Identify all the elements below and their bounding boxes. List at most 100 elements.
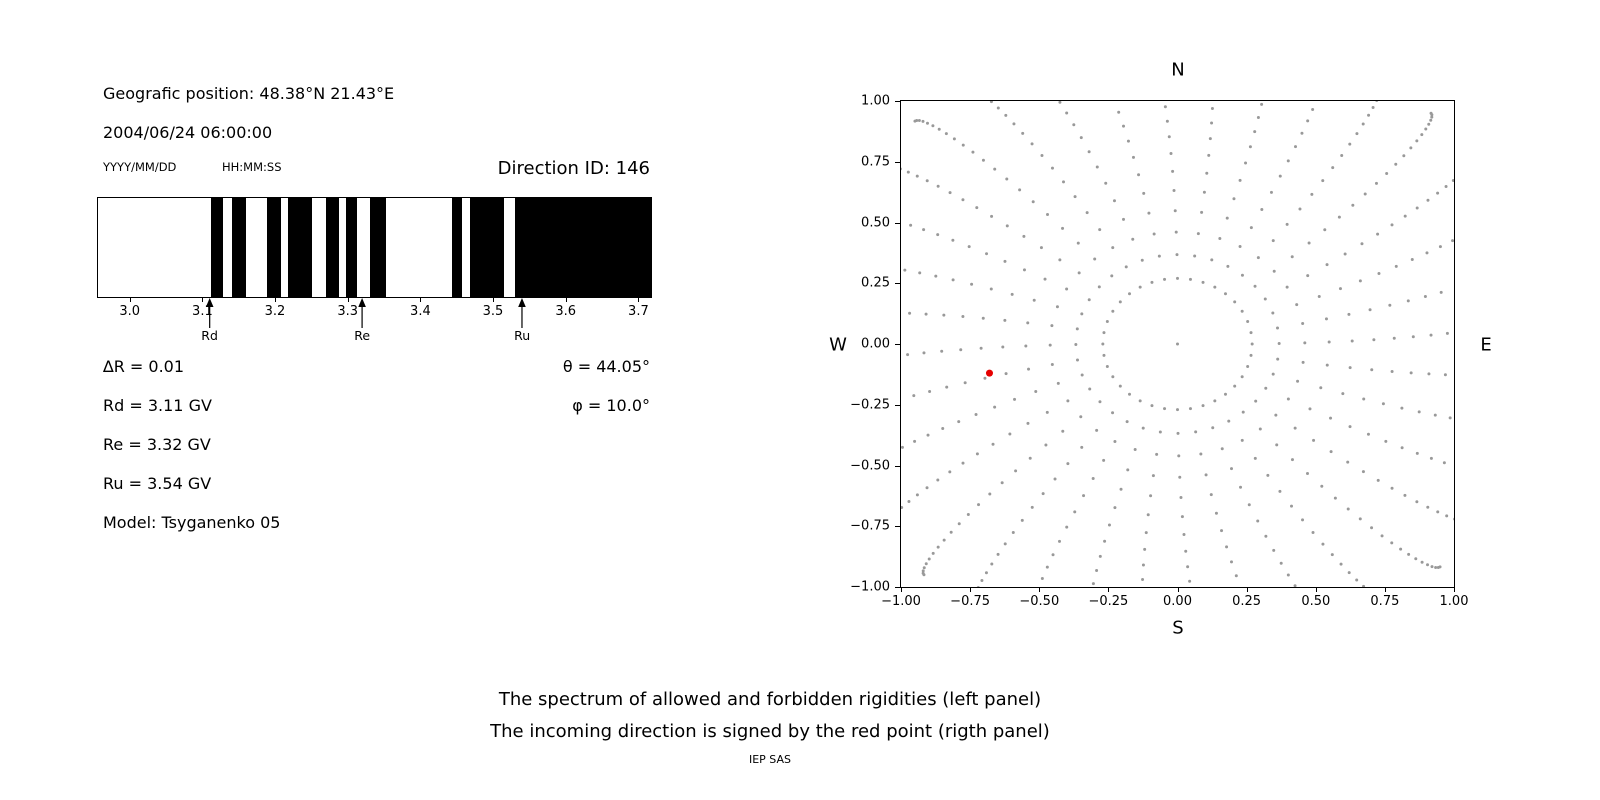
asymptotic-dot (1368, 308, 1372, 312)
asymptotic-dot (1105, 320, 1109, 324)
asymptotic-dot (1303, 341, 1307, 345)
asymptotic-dot (1430, 115, 1434, 119)
asymptotic-dot (1329, 416, 1333, 420)
asymptotic-dot (1384, 439, 1388, 443)
asymptotic-dot (1097, 285, 1101, 289)
asymptotic-dot (1141, 577, 1145, 581)
date-format-label: YYYY/MM/DD (103, 160, 177, 174)
asymptotic-dot (1409, 146, 1413, 150)
asymptotic-dot (1213, 399, 1217, 403)
asymptotic-dot (1254, 399, 1258, 403)
asymptotic-dot (1204, 473, 1208, 477)
param-ru: Ru = 3.54 GV (103, 474, 212, 493)
asymptotic-dot (1338, 287, 1342, 291)
cutoff-marker: Ru (514, 298, 530, 343)
asymptotic-dot (996, 552, 1000, 556)
asymptotic-dot (1058, 258, 1062, 262)
asymptotic-dot (957, 420, 961, 424)
axis-tick-label: 0.25 (861, 275, 890, 291)
asymptotic-dot (1111, 246, 1115, 250)
asymptotic-dot (1286, 573, 1290, 577)
asymptotic-dot (1074, 342, 1078, 346)
up-arrow-icon (518, 298, 526, 328)
asymptotic-dot (1363, 192, 1367, 196)
asymptotic-dot (925, 486, 929, 490)
rigidity-spectrum-panel: Rd Re Ru 3.0 3.1 3.2 3.3 3.4 3.5 3.6 3.7 (97, 197, 652, 357)
axis-tick (895, 465, 900, 467)
axis-tick-label: 0.50 (861, 215, 890, 230)
compass-east-label: E (1480, 334, 1492, 356)
asymptotic-dot (1310, 192, 1314, 196)
asymptotic-dot (971, 150, 975, 154)
asymptotic-dot (1028, 456, 1032, 460)
asymptotic-dot (1193, 254, 1197, 258)
asymptotic-dot (1065, 287, 1069, 291)
compass-south-label: S (1172, 617, 1184, 639)
asymptotic-dot (1445, 514, 1449, 518)
asymptotic-dot (1141, 426, 1145, 430)
asymptotic-dot (1001, 345, 1005, 349)
forbidden-band (345, 198, 358, 297)
asymptotic-dot (1177, 454, 1181, 458)
asymptotic-dot (1118, 384, 1122, 388)
asymptotic-dot (1230, 467, 1233, 471)
asymptotic-dot (1358, 517, 1362, 521)
asymptotic-dot (1415, 139, 1419, 143)
asymptotic-dot (1058, 101, 1062, 104)
asymptotic-dot (1005, 224, 1009, 228)
asymptotic-dot (1445, 331, 1449, 335)
asymptotic-dot (991, 442, 995, 446)
asymptotic-dot (1112, 199, 1116, 203)
asymptotic-dot (1075, 327, 1079, 331)
asymptotic-dot (925, 179, 929, 183)
asymptotic-dot (1066, 462, 1070, 466)
axis-tick (129, 298, 131, 302)
asymptotic-dot (1429, 111, 1433, 115)
asymptotic-dot (1301, 518, 1305, 522)
asymptotic-dot (1256, 519, 1260, 523)
asymptotic-dot (1240, 309, 1244, 313)
caption-block: The spectrum of allowed and forbidden ri… (0, 684, 1540, 766)
asymptotic-dot (1073, 510, 1077, 514)
asymptotic-dot (1415, 451, 1419, 455)
asymptotic-dot (1333, 496, 1337, 500)
axis-tick (1454, 588, 1455, 592)
forbidden-band (287, 198, 313, 297)
asymptotic-dot (1008, 432, 1012, 436)
direction-plot-svg (901, 101, 1454, 587)
asymptotic-dot (1375, 101, 1379, 102)
asymptotic-dot (1122, 217, 1125, 221)
asymptotic-dot (1040, 153, 1044, 157)
axis-tick (895, 526, 900, 528)
asymptotic-dot (1275, 443, 1279, 447)
asymptotic-dot (1301, 360, 1305, 364)
asymptotic-dot (1018, 188, 1022, 192)
asymptotic-dot (1079, 415, 1083, 419)
asymptotic-dot (1005, 177, 1009, 181)
axis-tick (895, 283, 900, 285)
asymptotic-dot (1039, 246, 1043, 250)
asymptotic-dot (1138, 285, 1142, 289)
asymptotic-dot (1165, 119, 1169, 123)
asymptotic-dot (1143, 547, 1147, 551)
asymptotic-dot (1113, 439, 1117, 443)
asymptotic-dot (1301, 321, 1305, 325)
axis-tick-label: −0.75 (950, 594, 991, 609)
asymptotic-dot (1246, 320, 1250, 324)
asymptotic-dot (906, 170, 910, 174)
asymptotic-dot (1026, 421, 1030, 425)
asymptotic-dot (1406, 299, 1410, 303)
geographic-position: Geografic position: 48.38°N 21.43°E (103, 84, 395, 103)
center-dot (1176, 342, 1179, 346)
asymptotic-dot (1188, 407, 1192, 411)
asymptotic-dot (1128, 292, 1132, 296)
asymptotic-dot (901, 167, 902, 171)
asymptotic-dot (1050, 363, 1054, 367)
asymptotic-dot (1371, 105, 1375, 109)
asymptotic-dot (981, 316, 985, 320)
asymptotic-dot (1080, 312, 1084, 316)
asymptotic-dot (921, 119, 925, 123)
asymptotic-dot (1436, 191, 1440, 195)
footer-credit: IEP SAS (748, 753, 792, 766)
asymptotic-dot (1050, 324, 1054, 328)
